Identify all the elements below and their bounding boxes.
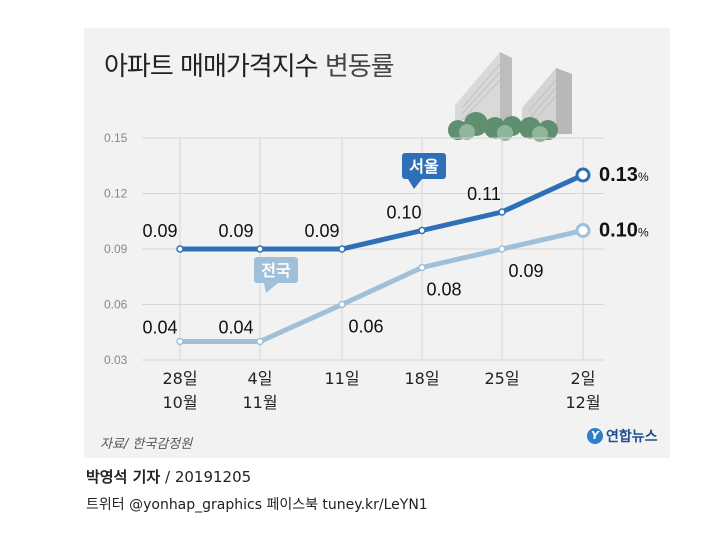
data-point bbox=[338, 300, 346, 309]
x-tick-label: 2일 bbox=[571, 369, 596, 388]
social-links: 트위터 @yonhap_graphics 페이스북 tuney.kr/LeYN1 bbox=[86, 497, 428, 513]
apartment-illustration-icon bbox=[448, 52, 572, 142]
chart-title: 아파트 매매가격지수 변동률 bbox=[104, 46, 395, 83]
y-tick-label: 0.06 bbox=[104, 298, 128, 312]
data-label: 0.10 bbox=[386, 203, 421, 223]
data-point bbox=[418, 263, 426, 272]
author-credit: 박영석 기자 / 20191205 bbox=[86, 466, 251, 487]
y-tick-label: 0.15 bbox=[104, 131, 128, 145]
data-label: 0.04 bbox=[218, 318, 253, 338]
data-label: 0.08 bbox=[426, 280, 461, 300]
series-badge-tail bbox=[264, 283, 278, 293]
series-line-0 bbox=[180, 172, 585, 252]
data-point bbox=[256, 245, 264, 253]
data-label: 0.09 bbox=[142, 221, 177, 241]
series-badge bbox=[254, 257, 298, 283]
data-point bbox=[418, 226, 426, 235]
data-label-unit: % bbox=[638, 170, 649, 184]
x-tick-label: 28일 bbox=[162, 369, 197, 388]
author-name: 박영석 기자 bbox=[86, 468, 161, 486]
logo-text: 연합뉴스 bbox=[606, 429, 658, 445]
y-tick-label: 0.09 bbox=[104, 242, 128, 256]
data-point bbox=[498, 208, 506, 216]
data-point bbox=[176, 245, 184, 253]
data-label: 0.04 bbox=[142, 318, 177, 338]
series-badge-tail bbox=[408, 179, 422, 189]
data-point bbox=[338, 245, 346, 253]
yonhap-logo: Y 연합뉴스 bbox=[587, 426, 658, 446]
series-name-label: 전국 bbox=[261, 261, 291, 280]
series-name-label: 서울 bbox=[409, 157, 439, 176]
data-label: 0.11 bbox=[467, 184, 501, 204]
x-tick-label: 25일 bbox=[484, 369, 519, 388]
y-tick-label: 0.12 bbox=[104, 187, 128, 201]
data-label-unit: % bbox=[638, 226, 649, 240]
x-tick-label: 12월 bbox=[565, 393, 600, 412]
data-label: 0.09 bbox=[218, 221, 253, 241]
title-sub: 변동률 bbox=[324, 52, 395, 82]
data-label: 0.09 bbox=[304, 221, 339, 241]
x-tick-label: 11월 bbox=[242, 393, 277, 412]
data-label: 0.13% bbox=[599, 164, 649, 186]
series-badge bbox=[402, 153, 446, 179]
data-label: 0.09 bbox=[508, 261, 543, 281]
series-line-1 bbox=[180, 228, 584, 344]
data-point bbox=[256, 337, 264, 346]
data-point bbox=[498, 245, 506, 253]
yonhap-logo-icon: Y bbox=[587, 428, 603, 444]
x-tick-label: 18일 bbox=[404, 369, 439, 388]
x-tick-label: 10월 bbox=[162, 393, 197, 412]
y-tick-label: 0.03 bbox=[104, 353, 128, 367]
title-main: 아파트 매매가격지수 bbox=[104, 52, 319, 82]
data-point bbox=[575, 167, 591, 183]
data-point bbox=[575, 223, 591, 238]
x-tick-label: 4일 bbox=[248, 369, 273, 388]
x-tick-label: 11일 bbox=[324, 369, 359, 388]
data-label: 0.10% bbox=[599, 220, 649, 242]
publish-date: / 20191205 bbox=[165, 468, 252, 486]
data-label: 0.06 bbox=[348, 317, 383, 337]
source-note: 자료/ 한국감정원 bbox=[100, 437, 193, 452]
data-point bbox=[176, 337, 184, 346]
